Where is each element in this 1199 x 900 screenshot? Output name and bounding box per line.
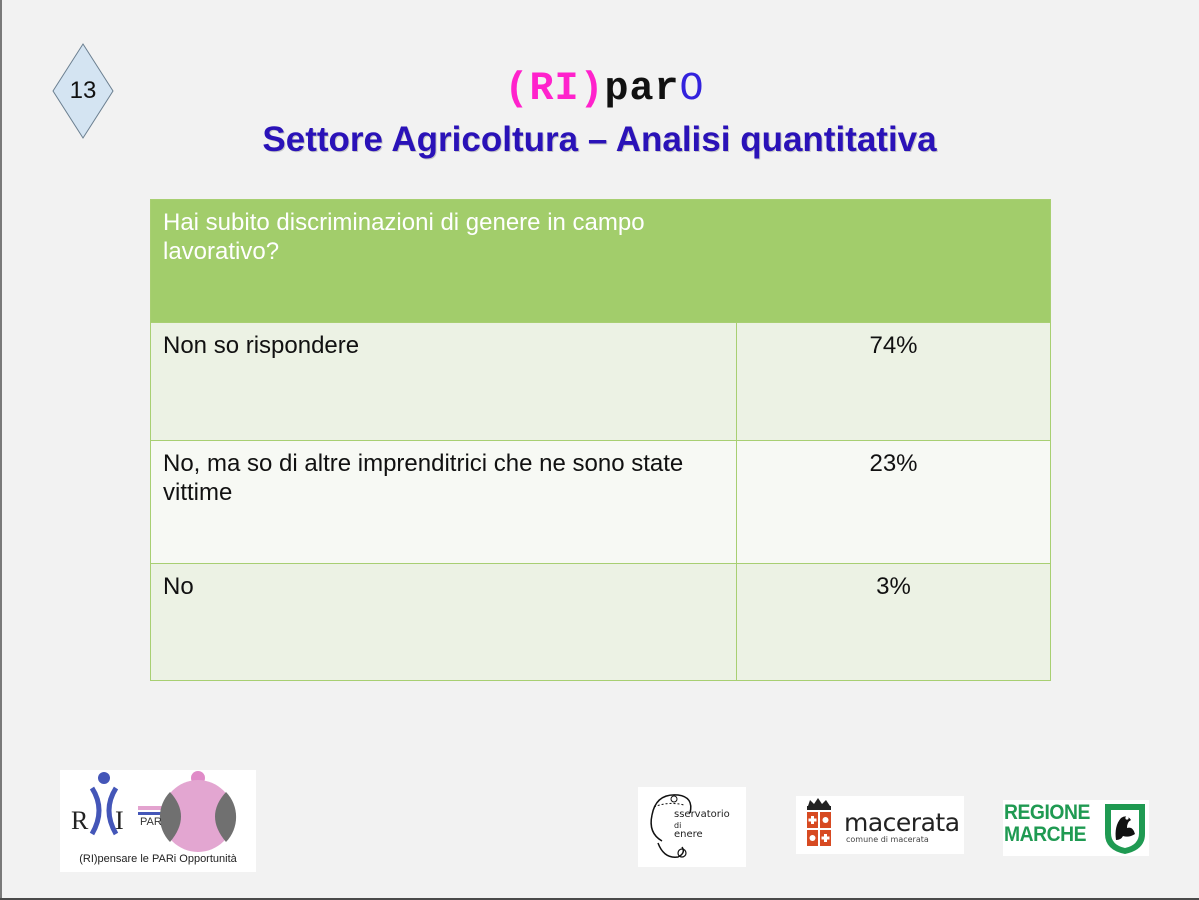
macerata-name: macerata: [844, 808, 960, 837]
table-row: No, ma so di altre imprenditrici che ne …: [150, 440, 1051, 564]
slide-number-badge: 13: [52, 43, 114, 139]
macerata-logo: macerata comune di macerata: [796, 796, 964, 854]
question-header: Hai subito discriminazioni di genere in …: [150, 199, 1051, 323]
value-cell: 23%: [736, 440, 1051, 564]
table-row: Non so rispondere 74%: [150, 322, 1051, 441]
table-header-row: Hai subito discriminazioni di genere in …: [150, 199, 1051, 323]
brand-title-part3: O: [679, 67, 705, 112]
osservatorio-logo: sservatorio di enere: [638, 787, 746, 867]
riparo-logo: R I PAR (RI)pensare le PARi Opportunità: [60, 770, 256, 872]
question-text: Hai subito discriminazioni di genere in …: [163, 209, 645, 265]
osservatorio-line3: enere: [674, 829, 703, 840]
table-row: No 3%: [150, 563, 1051, 681]
slide-number: 13: [69, 77, 97, 104]
osservatorio-line2: di: [674, 821, 682, 830]
riparo-logo-graphic: [89, 771, 237, 852]
regione-line: REGIONE: [1004, 801, 1090, 824]
slide-left-border: [0, 0, 2, 900]
answer-cell: Non so rispondere: [150, 322, 737, 441]
marche-line: MARCHE: [1004, 823, 1087, 846]
macerata-crest-icon: [807, 798, 831, 846]
riparo-caption: (RI)pensare le PARi Opportunità: [79, 853, 237, 865]
osservatorio-line1: sservatorio: [674, 809, 730, 820]
regione-marche-logo: REGIONE MARCHE: [1003, 800, 1149, 856]
riparo-letter-r: R: [71, 806, 89, 835]
riparo-par-label: PAR: [140, 816, 162, 828]
brand-title-part2: par: [604, 67, 680, 112]
regione-marche-text: REGIONE MARCHE: [1004, 802, 1094, 846]
brand-title: (RI)parO: [0, 66, 1199, 114]
slide-bottom-border: [0, 898, 1199, 900]
brand-title-part1: (RI): [504, 67, 605, 112]
answer-cell: No, ma so di altre imprenditrici che ne …: [150, 440, 737, 564]
answer-cell: No: [150, 563, 737, 681]
value-cell: 3%: [736, 563, 1051, 681]
macerata-subtitle: comune di macerata: [846, 835, 929, 844]
value-cell: 74%: [736, 322, 1051, 441]
survey-table: Hai subito discriminazioni di genere in …: [150, 199, 1051, 681]
slide-subtitle: Settore Agricoltura – Analisi quantitati…: [262, 120, 937, 159]
osservatorio-logo-graphic: [650, 794, 692, 858]
regione-marche-emblem-icon: [1105, 804, 1145, 854]
riparo-letter-i: I: [115, 806, 124, 835]
diamond-shape: [52, 43, 114, 139]
